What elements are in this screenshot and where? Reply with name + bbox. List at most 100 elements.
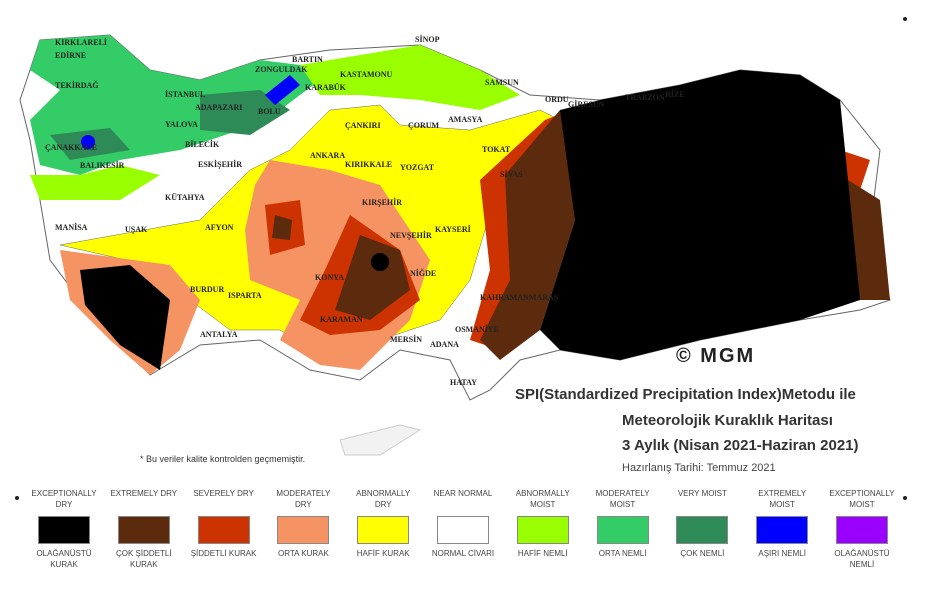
city-label: BİLECİK [185, 139, 220, 149]
legend-item: NEAR NORMAL NORMAL CİVARI [427, 488, 499, 570]
city-label: RİZE [665, 89, 685, 99]
city-label: SİVAS [500, 169, 523, 179]
legend-swatch [38, 516, 90, 544]
cyprus-outline [339, 424, 422, 456]
city-label: MANİSA [55, 222, 88, 232]
legend-label-tr: ÇOK NEMLİ [680, 549, 725, 558]
city-label: SAMSUN [485, 78, 519, 87]
city-label: KARABÜK [305, 83, 347, 92]
legend-swatch [676, 516, 729, 544]
city-label: BOLU [258, 107, 281, 116]
legend-label-en: MODERATELY DRY [276, 489, 331, 509]
legend-label-en: EXTREMELY MOIST [758, 489, 807, 509]
city-label: BURDUR [190, 285, 224, 294]
legend-label-en: EXTREMELY DRY [110, 489, 178, 498]
legend-swatch [835, 516, 888, 544]
legend-item: SEVERELY DRY ŞİDDETLİ KURAK [188, 488, 260, 570]
city-label: AFYON [205, 223, 234, 232]
legend-label-tr: OLAĞANÜSTÜ NEMLİ [834, 549, 890, 569]
legend-label-tr: ÇOK ŞİDDETLİ KURAK [116, 549, 172, 569]
city-label: ZONGULDAK [255, 65, 308, 74]
city-label: KASTAMONU [340, 70, 393, 79]
legend-swatch [756, 516, 809, 544]
city-label: YALOVA [165, 120, 198, 129]
city-label: MERSİN [390, 334, 422, 344]
legend-label-tr: OLAĞANÜSTÜ KURAK [36, 549, 92, 569]
map-title-line-1: SPI(Standardized Precipitation Index)Met… [515, 386, 856, 403]
city-label: ANKARA [310, 151, 345, 160]
region-severely-dry [265, 110, 870, 350]
legend-item: ABNORMALLY MOIST HAFİF NEMLİ [507, 488, 579, 570]
map-title-line-3: 3 Aylık (Nisan 2021-Haziran 2021) [622, 437, 859, 454]
city-label: OSMANİYE [455, 324, 499, 334]
city-label: ISPARTA [228, 291, 262, 300]
city-label: GİRESUN [568, 99, 605, 109]
legend-item: EXCEPTIONALLY DRY OLAĞANÜSTÜ KURAK [28, 488, 100, 570]
legend-swatch [357, 516, 410, 544]
city-label: ADAPAZARI [195, 103, 242, 112]
city-label: KIRIKKALE [345, 160, 392, 169]
prepared-date: Hazırlanış Tarihi: Temmuz 2021 [622, 462, 776, 474]
region-extremely-moist [81, 135, 95, 149]
legend-item: ABNORMALLY DRY HAFİF KURAK [347, 488, 419, 570]
city-label: ÇANKIRI [345, 121, 381, 130]
legend-swatch [117, 516, 170, 544]
city-label: EDİRNE [55, 50, 86, 60]
legend-item: EXTREMELY MOIST AŞIRI NEMLİ [746, 488, 818, 570]
region-exceptionally-dry [371, 253, 389, 271]
legend-label-tr: HAFİF NEMLİ [517, 549, 568, 558]
map-title-line-2: Meteorolojik Kuraklık Haritası [622, 412, 833, 429]
city-label: KÜTAHYA [165, 193, 205, 202]
region-abnormally-moist [30, 45, 520, 200]
corner-dot [15, 496, 19, 500]
legend-label-tr: ORTA KURAK [277, 549, 329, 558]
legend-swatch [277, 516, 330, 544]
city-label: KARAMAN [320, 315, 363, 324]
city-label: TOKAT [482, 145, 511, 154]
city-label: NEVŞEHİR [390, 230, 432, 240]
city-label: İSTANBUL [165, 89, 205, 99]
city-label: ANTALYA [200, 330, 238, 339]
legend-label-en: ABNORMALLY DRY [356, 489, 411, 509]
legend-item: MODERATELY MOIST ORTA NEMLİ [587, 488, 659, 570]
legend-label-en: VERY MOIST [677, 489, 727, 498]
legend-label-tr: NORMAL CİVARI [431, 549, 495, 558]
city-label: ADANA [430, 340, 459, 349]
city-label: BARTIN [292, 55, 323, 64]
legend-item: EXCEPTIONALLY MOIST OLAĞANÜSTÜ NEMLİ [826, 488, 898, 570]
city-labels: KIRKLARELİ EDİRNE TEKİRDAĞ İSTANBUL SİNOP ZON… [45, 34, 685, 387]
city-label: UŞAK [125, 225, 148, 234]
city-label: ÇANAKKALE [45, 143, 97, 152]
legend-swatch [197, 516, 250, 544]
copyright-mgm: © MGM [676, 345, 756, 367]
legend-item: VERY MOIST ÇOK NEMLİ [666, 488, 738, 570]
drought-map: KIRKLARELİ EDİRNE TEKİRDAĞ İSTANBUL SİNOP ZON… [19, 34, 891, 456]
city-label: BALIKESİR [80, 160, 125, 170]
city-label: TEKİRDAĞ [55, 80, 99, 90]
legend-label-en: NEAR NORMAL [433, 489, 493, 498]
legend-item: EXTREMELY DRY ÇOK ŞİDDETLİ KURAK [108, 488, 180, 570]
legend-label-en: EXCEPTIONALLY MOIST [829, 489, 895, 509]
legend-label-en: ABNORMALLY MOIST [515, 489, 570, 509]
city-label: KAHRAMANMARAŞ [480, 293, 559, 302]
city-label: KIRKLARELİ [55, 37, 107, 47]
legend-label-tr: ORTA NEMLİ [598, 549, 647, 558]
legend-item: MODERATELY DRY ORTA KURAK [267, 488, 339, 570]
legend-label-tr: ŞİDDETLİ KURAK [190, 549, 257, 558]
legend-label-tr: AŞIRI NEMLİ [758, 549, 806, 558]
legend-swatch [436, 516, 489, 544]
corner-dot [903, 17, 907, 21]
quality-note: * Bu veriler kalite kontrolden geçmemişt… [140, 454, 306, 464]
city-label: KIRŞEHİR [362, 197, 402, 207]
city-label: YOZGAT [400, 163, 435, 172]
city-label: ORDU [545, 95, 569, 104]
region-exceptionally-dry [80, 70, 860, 370]
city-label: AMASYA [448, 115, 483, 124]
city-label: SİNOP [415, 34, 440, 44]
city-label: KAYSERİ [435, 224, 471, 234]
city-label: KONYA [315, 273, 344, 282]
city-label: ESKİŞEHİR [198, 159, 242, 169]
corner-dot [903, 496, 907, 500]
legend-label-en: SEVERELY DRY [193, 489, 254, 498]
legend-label-tr: HAFİF KURAK [356, 549, 410, 558]
